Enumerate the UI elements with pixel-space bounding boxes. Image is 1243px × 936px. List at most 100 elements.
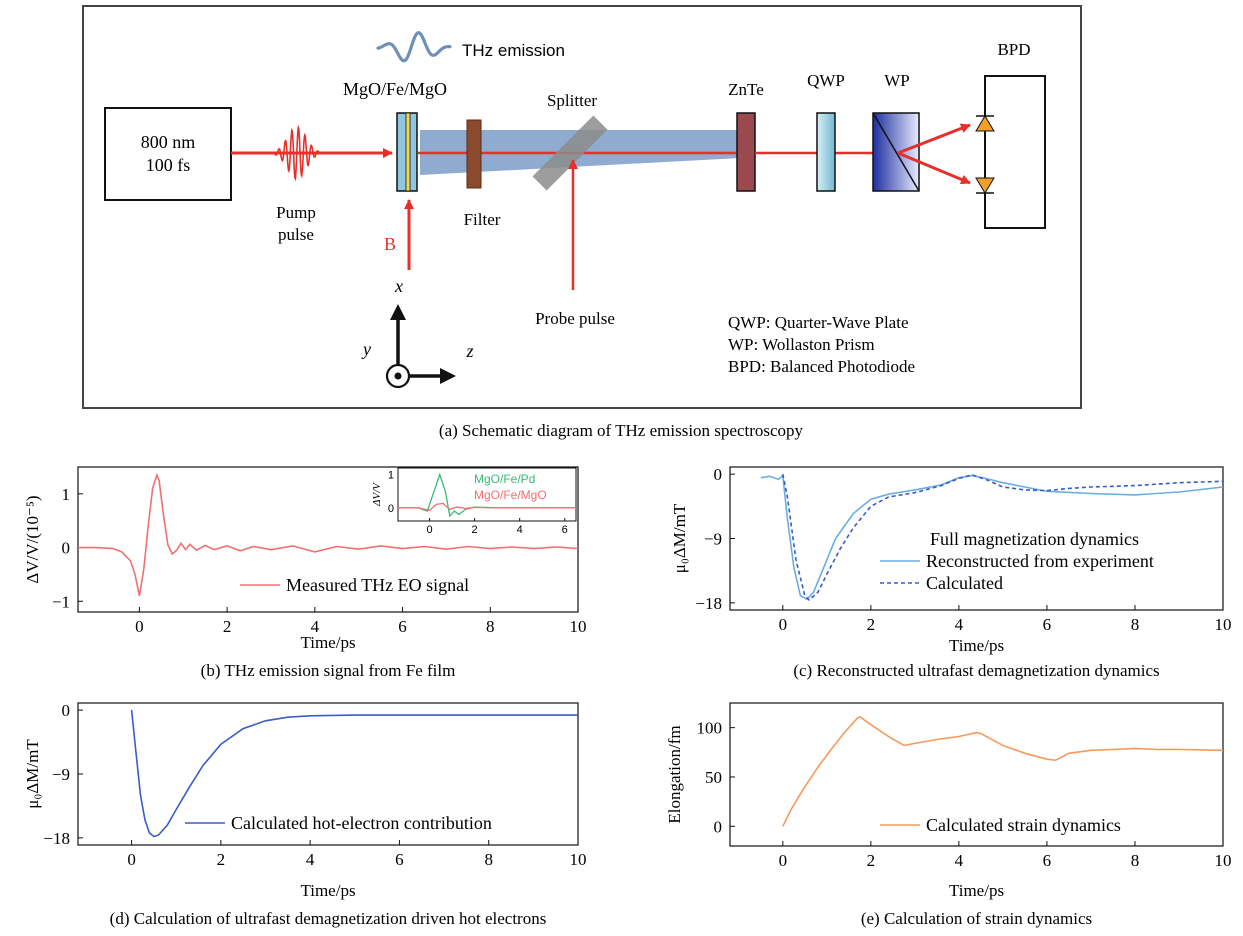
y-tick-label: −1 bbox=[52, 592, 70, 611]
schematic-frame bbox=[82, 5, 1082, 409]
wp-label: WP bbox=[884, 71, 910, 90]
x-tick-label: 4 bbox=[955, 851, 964, 870]
y-tick-label: −9 bbox=[52, 765, 70, 784]
x-tick-label: 0 bbox=[779, 851, 788, 870]
splitter-label: Splitter bbox=[547, 91, 597, 110]
plot-frame-b bbox=[77, 466, 579, 613]
x-tick-label: 6 bbox=[1043, 851, 1052, 870]
x-tick-label: 0 bbox=[135, 617, 144, 636]
caption-b: (b) THz emission signal from Fe film bbox=[201, 661, 456, 680]
legend-wp: WP: Wollaston Prism bbox=[728, 335, 875, 354]
x-axis-label: Time/ps bbox=[300, 633, 355, 652]
x-tick-label: 6 bbox=[398, 617, 407, 636]
inset-y-axis-label: ΔV/V bbox=[371, 482, 383, 507]
inset-x-tick-label: 6 bbox=[562, 524, 568, 536]
x-tick-label: 8 bbox=[1131, 851, 1140, 870]
legend-label: Calculated hot-electron contribution bbox=[231, 813, 492, 833]
x-tick-label: 4 bbox=[955, 615, 964, 634]
x-tick-label: 0 bbox=[779, 615, 788, 634]
plot-frame-e bbox=[729, 702, 1224, 847]
beam-lower bbox=[897, 151, 971, 185]
axis-x-label: x bbox=[394, 276, 403, 296]
laser-box bbox=[104, 107, 232, 201]
axis-z-label: z bbox=[465, 341, 473, 361]
legend-label: Measured THz EO signal bbox=[286, 575, 469, 595]
inset-y-tick-label: 1 bbox=[388, 470, 394, 482]
axis-y-label: y bbox=[361, 339, 371, 359]
y-tick-label: −18 bbox=[43, 829, 70, 848]
caption-e: (e) Calculation of strain dynamics bbox=[861, 909, 1092, 928]
chart-b: 0 2 4 6 8 10 −1 0 1 Time/ps ΔV/V/(10⁻⁵) (b) THz emi… bbox=[23, 466, 587, 680]
filter-label: Filter bbox=[464, 210, 501, 229]
laser-duration-label: 100 fs bbox=[146, 155, 191, 175]
inset-x-tick-label: 0 bbox=[426, 524, 432, 536]
x-tick-label: 10 bbox=[570, 617, 587, 636]
b-field-label: B bbox=[384, 234, 396, 254]
photodiode-lower bbox=[975, 177, 995, 194]
legend-label: Calculated bbox=[926, 573, 1003, 593]
znte-crystal bbox=[736, 112, 756, 192]
x-tick-label: 8 bbox=[484, 850, 493, 869]
chart-c: 0 2 4 6 8 10 0 −9 −18 Time/ps μ₀ΔM/mT (c) Reconstru… bbox=[670, 465, 1232, 680]
x-tick-label: 2 bbox=[867, 851, 876, 870]
legend-bpd: BPD: Balanced Photodiode bbox=[728, 357, 915, 376]
y-axis-label: μ₀ΔM/mT bbox=[670, 503, 689, 573]
y-tick-label: 100 bbox=[697, 719, 723, 738]
probe-label: Probe pulse bbox=[535, 309, 615, 328]
x-tick-label: 10 bbox=[1215, 615, 1232, 634]
y-tick-label: 0 bbox=[714, 465, 723, 484]
y-tick-label: 0 bbox=[62, 539, 71, 558]
laser-wavelength-label: 800 nm bbox=[141, 132, 196, 152]
caption-c: (c) Reconstructed ultrafast demagnetizat… bbox=[793, 661, 1159, 680]
filter bbox=[466, 119, 482, 189]
x-tick-label: 2 bbox=[217, 850, 226, 869]
inset-series-line bbox=[398, 502, 576, 512]
y-tick-label: 0 bbox=[714, 817, 723, 836]
x-tick-label: 8 bbox=[486, 617, 495, 636]
bpd-label: BPD bbox=[997, 40, 1030, 59]
sample-label: MgO/Fe/MgO bbox=[343, 79, 447, 99]
pump-pulse-icon bbox=[273, 124, 321, 182]
inset-frame bbox=[397, 467, 577, 522]
x-tick-label: 4 bbox=[306, 850, 315, 869]
legend-label: Calculated strain dynamics bbox=[926, 815, 1121, 835]
bpd-box bbox=[984, 75, 1046, 229]
x-tick-label: 10 bbox=[1215, 851, 1232, 870]
series-line-e bbox=[782, 715, 1224, 827]
qwp bbox=[816, 112, 836, 192]
inset-x-tick-label: 4 bbox=[517, 524, 523, 536]
photodiode-upper bbox=[975, 115, 995, 132]
legend-qwp: QWP: Quarter-Wave Plate bbox=[728, 313, 909, 332]
pump-label-line2: pulse bbox=[278, 225, 314, 244]
x-tick-label: 2 bbox=[867, 615, 876, 634]
y-axis-label: Elongation/fm bbox=[665, 725, 684, 823]
y-axis-label: μ₀ΔM/mT bbox=[23, 739, 42, 809]
x-tick-label: 0 bbox=[127, 850, 136, 869]
series-line-b bbox=[78, 472, 579, 597]
x-tick-label: 2 bbox=[223, 617, 232, 636]
y-tick-label: 0 bbox=[62, 701, 71, 720]
y-tick-label: −9 bbox=[704, 530, 722, 549]
qwp-label: QWP bbox=[807, 71, 845, 90]
wollaston-diagonal bbox=[872, 112, 920, 192]
y-tick-label: 50 bbox=[705, 768, 722, 787]
pump-label-line1: Pump bbox=[276, 203, 316, 222]
inset-y-tick-label: 0 bbox=[388, 503, 394, 515]
y-tick-label: −18 bbox=[695, 594, 722, 613]
legend-title: Full magnetization dynamics bbox=[930, 529, 1139, 549]
x-axis-label: Time/ps bbox=[300, 881, 355, 900]
schematic-panel: 800 nm 100 fs Pump pulse MgO/Fe/MgO THz … bbox=[82, 5, 1082, 409]
series-line-c bbox=[782, 473, 1224, 602]
x-tick-label: 8 bbox=[1131, 615, 1140, 634]
x-tick-label: 6 bbox=[1043, 615, 1052, 634]
splitter bbox=[532, 115, 608, 191]
inset-x-tick-label: 2 bbox=[472, 524, 478, 536]
x-axis-label: Time/ps bbox=[949, 881, 1004, 900]
znte-label: ZnTe bbox=[728, 80, 764, 99]
thz-emission-wave-icon bbox=[376, 31, 452, 63]
caption-a: (a) Schematic diagram of THz emission sp… bbox=[439, 421, 804, 440]
y-axis-label: ΔV/V/(10⁻⁵) bbox=[23, 495, 42, 583]
inset-series-label: MgO/Fe/MgO bbox=[474, 488, 547, 502]
